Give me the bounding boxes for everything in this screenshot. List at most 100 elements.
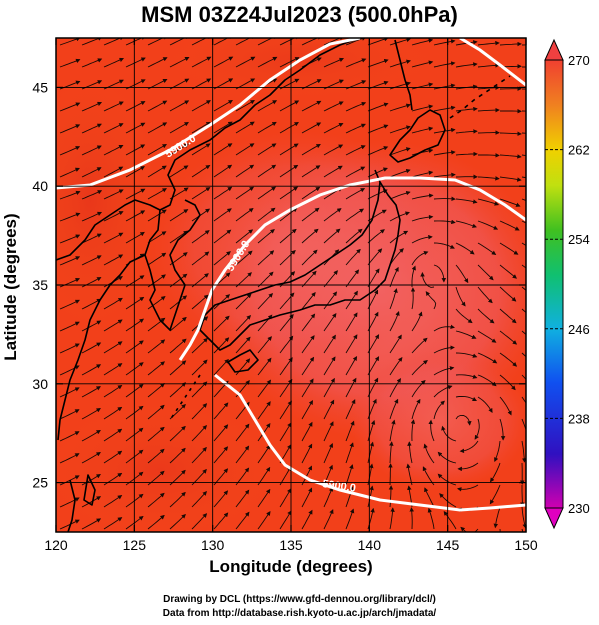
- streamline: [279, 422, 292, 442]
- streamline: [323, 165, 343, 178]
- streamline: [257, 250, 275, 266]
- streamline: [389, 38, 411, 46]
- streamline: [125, 122, 146, 134]
- streamline: [323, 356, 336, 376]
- streamline: [147, 38, 168, 46]
- streamline: [411, 60, 434, 68]
- streamline: [499, 176, 522, 182]
- streamline: [323, 442, 333, 464]
- streamline: [301, 100, 322, 112]
- streamline: [420, 272, 435, 288]
- streamline: [345, 420, 355, 442]
- streamline: [455, 395, 477, 402]
- streamline: [59, 278, 81, 288]
- streamline: [235, 229, 254, 244]
- streamline: [455, 151, 478, 157]
- streamline: [301, 465, 312, 486]
- streamline: [411, 193, 434, 200]
- streamline: [81, 123, 102, 134]
- streamline: [235, 250, 253, 266]
- streamline: [301, 335, 315, 354]
- streamline: [191, 294, 209, 310]
- streamline: [410, 419, 416, 442]
- temperature-field: 5900.0 5900.0 5900.0: [56, 38, 526, 532]
- streamline: [81, 298, 102, 310]
- streamline: [411, 311, 423, 332]
- streamline: [389, 507, 395, 530]
- streamline: [147, 188, 167, 200]
- x-tick-label: 130: [201, 537, 225, 553]
- streamline: [345, 356, 358, 376]
- streamline: [409, 507, 414, 530]
- streamline: [478, 153, 500, 158]
- streamline: [147, 144, 167, 156]
- streamline: [147, 122, 168, 134]
- streamline: [59, 167, 80, 178]
- streamline: [81, 364, 102, 376]
- streamline: [477, 264, 494, 281]
- streamline: [235, 336, 251, 354]
- streamline: [235, 143, 255, 156]
- streamline: [257, 38, 278, 46]
- streamline: [279, 400, 292, 420]
- streamline: [147, 448, 165, 464]
- credit-drawing: Drawing by DCL (https://www.gfd-dennou.o…: [163, 594, 436, 605]
- streamline: [103, 123, 124, 134]
- streamline: [323, 123, 344, 134]
- streamline: [389, 103, 411, 112]
- streamline: [455, 286, 466, 307]
- streamline: [433, 345, 455, 354]
- streamline: [477, 198, 500, 206]
- streamline: [103, 494, 123, 508]
- streamline: [279, 143, 299, 156]
- streamline: [367, 167, 388, 178]
- streamline: [345, 123, 366, 134]
- colorbar-tick-label: 230: [568, 501, 590, 516]
- streamline: [81, 58, 103, 68]
- streamline: [433, 324, 455, 332]
- streamline: [279, 122, 299, 134]
- streamline: [257, 466, 271, 486]
- streamline: [235, 121, 255, 134]
- streamline: [147, 514, 165, 530]
- streamline: [81, 167, 102, 178]
- colorbar-tick-label: 238: [568, 411, 590, 426]
- streamline: [81, 277, 102, 288]
- streamline: [103, 297, 123, 310]
- streamline: [521, 330, 526, 336]
- streamline: [367, 229, 385, 244]
- streamline: [389, 59, 411, 68]
- streamline: [279, 57, 300, 68]
- streamline: [169, 338, 187, 354]
- streamline: [345, 508, 355, 530]
- streamline: [235, 315, 252, 332]
- streamline: [389, 248, 404, 266]
- streamline: [345, 334, 358, 354]
- y-axis-label: Latitude (degrees): [1, 213, 20, 361]
- streamline: [345, 58, 367, 68]
- streamline: [301, 509, 313, 530]
- streamline: [81, 233, 102, 244]
- streamline: [213, 251, 231, 266]
- streamline: [455, 62, 478, 68]
- streamline: [169, 316, 187, 332]
- streamline: [411, 82, 434, 90]
- streamline: [147, 231, 167, 244]
- streamline: [499, 264, 517, 279]
- streamline: [323, 208, 342, 222]
- streamline: [213, 186, 233, 200]
- streamline: [81, 496, 102, 508]
- streamline: [257, 100, 278, 112]
- y-tick-label: 45: [32, 79, 48, 95]
- streamline: [169, 513, 186, 530]
- streamline: [59, 102, 81, 112]
- streamline: [59, 234, 81, 244]
- streamline: [433, 366, 455, 376]
- streamline: [279, 207, 298, 222]
- streamline: [81, 408, 101, 420]
- streamline: [367, 102, 389, 112]
- streamline: [169, 209, 189, 222]
- streamline: [433, 61, 456, 68]
- streamline: [455, 308, 473, 324]
- streamline: [213, 208, 232, 222]
